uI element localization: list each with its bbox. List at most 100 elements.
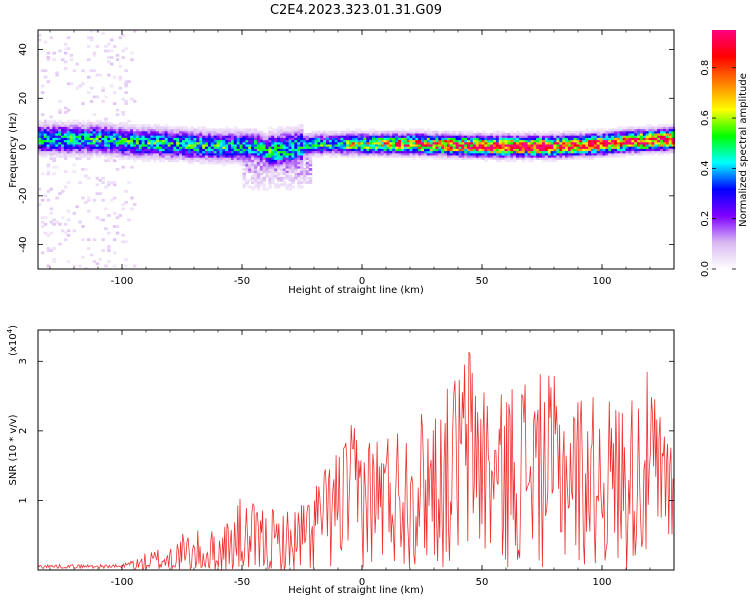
- spectrogram-cell: [308, 143, 313, 147]
- snr-y-scale-label: (x104): [6, 325, 19, 356]
- spectrogram-cell: [89, 69, 94, 73]
- spectrogram-cell: [542, 146, 546, 149]
- spectrogram-cell: [138, 157, 143, 160]
- spectrogram-cell: [351, 152, 356, 156]
- spectrogram-cell: [303, 174, 307, 178]
- spectrogram-cell: [660, 152, 664, 156]
- spectrogram-cell: [547, 154, 552, 158]
- spectrogram-cell: [351, 135, 356, 138]
- spectrogram-cell: [305, 132, 310, 136]
- spectrogram-cell: [331, 143, 336, 147]
- spectrogram-cell: [360, 154, 365, 158]
- spectrogram-cell: [259, 179, 264, 182]
- spectrogram-cell: [84, 121, 88, 125]
- spectrogram-cell: [213, 154, 218, 158]
- spectrogram-cell: [98, 132, 102, 136]
- spectrogram-cell: [504, 132, 509, 136]
- spectrogram-cell: [78, 135, 82, 138]
- spectrogram-cell: [447, 132, 451, 136]
- spectrogram-cell: [519, 146, 523, 149]
- spectrogram-cell: [337, 146, 341, 149]
- spectrogram-cell: [565, 152, 569, 156]
- spectrogram-cell: [565, 157, 569, 160]
- spectrogram-cell: [271, 176, 275, 180]
- spectrogram-cell: [233, 132, 238, 136]
- spectrogram-cell: [510, 137, 514, 141]
- spectrogram-cell: [75, 205, 79, 209]
- spectrogram-cell: [75, 157, 79, 160]
- spectrogram-cell: [89, 154, 94, 158]
- spectrogram-cell: [101, 218, 105, 222]
- spectrogram-cell: [81, 152, 85, 156]
- spectrogram-cell: [92, 238, 97, 242]
- spectrogram-cell: [418, 135, 422, 138]
- spectrogram-cell: [92, 53, 97, 57]
- spectrogram-cell: [66, 108, 71, 112]
- spectrogram-cell: [43, 132, 48, 136]
- spectrogram-cell: [279, 154, 284, 158]
- spectrogram-cell: [559, 154, 563, 158]
- spectrogram-cell: [357, 128, 362, 132]
- spectrogram-cell: [317, 135, 321, 138]
- spectrogram-cell: [582, 132, 586, 136]
- spectrogram-cell: [135, 130, 140, 134]
- spectrogram-cell: [291, 150, 295, 154]
- spectrogram-cell: [78, 264, 82, 268]
- spectrogram-cell: [196, 139, 200, 143]
- spectrogram-cell: [447, 154, 451, 158]
- spectrogram-cell: [167, 126, 172, 130]
- spectrogram-cell: [596, 141, 601, 145]
- spectrogram-cell: [406, 137, 411, 141]
- spectrogram-cell: [588, 137, 592, 141]
- spectrogram-cell: [98, 258, 102, 261]
- spectrogram-cell: [570, 157, 575, 160]
- spectrogram-cell: [343, 154, 347, 158]
- spectrogram-cell: [92, 143, 97, 147]
- spectrogram-cell: [262, 143, 267, 147]
- spectrogram-cell: [66, 137, 71, 141]
- spectrogram-cell: [124, 240, 128, 244]
- spectrogram-cell: [493, 150, 497, 154]
- spectrogram-cell: [556, 157, 560, 160]
- spectrogram-cell: [170, 126, 174, 130]
- spectrogram-cell: [190, 128, 195, 132]
- spectrogram-cell: [495, 143, 500, 147]
- spectrogram-cell: [161, 141, 166, 145]
- spectrogram-cell: [648, 124, 653, 127]
- spectrogram-cell: [104, 137, 108, 141]
- spectrogram-cell: [98, 179, 102, 182]
- spectrogram-cell: [92, 121, 97, 125]
- spectrogram-cell: [202, 161, 206, 165]
- spectrogram-cell: [193, 130, 197, 134]
- spectrogram-cell: [95, 29, 100, 33]
- spectrogram-cell: [92, 141, 97, 145]
- spectrogram-cell: [645, 137, 650, 141]
- spectrogram-cell: [81, 150, 85, 154]
- spectrogram-cell: [124, 80, 128, 83]
- spectrogram-cell: [602, 132, 606, 136]
- spectrogram-cell: [265, 141, 269, 145]
- spectrogram-cell: [467, 150, 471, 154]
- spectrogram-cell: [363, 152, 367, 156]
- spectrogram-cell: [63, 60, 68, 64]
- spectrogram-cell: [144, 132, 149, 136]
- spectrogram-cell: [101, 198, 105, 202]
- spectrogram-cell: [104, 143, 108, 147]
- spectrogram-cell: [567, 135, 572, 138]
- spectrogram-cell: [426, 152, 431, 156]
- spectrogram-cell: [317, 146, 321, 149]
- spectrogram-cell: [651, 143, 655, 147]
- spectrogram-cell: [449, 143, 454, 147]
- spectrogram-cell: [447, 148, 451, 152]
- spectrogram-cell: [115, 143, 120, 147]
- spectrogram-cell: [225, 126, 229, 130]
- spectrogram-cell: [591, 146, 595, 149]
- spectrogram-cell: [389, 148, 393, 152]
- spectrogram-cell: [138, 124, 143, 127]
- spectrogram-cell: [308, 159, 313, 163]
- spectrogram-cell: [256, 154, 261, 158]
- spectrogram-cell: [89, 137, 94, 141]
- spectrogram-cell: [593, 141, 598, 145]
- spectrogram-cell: [539, 148, 543, 152]
- spectrogram-cell: [277, 128, 281, 132]
